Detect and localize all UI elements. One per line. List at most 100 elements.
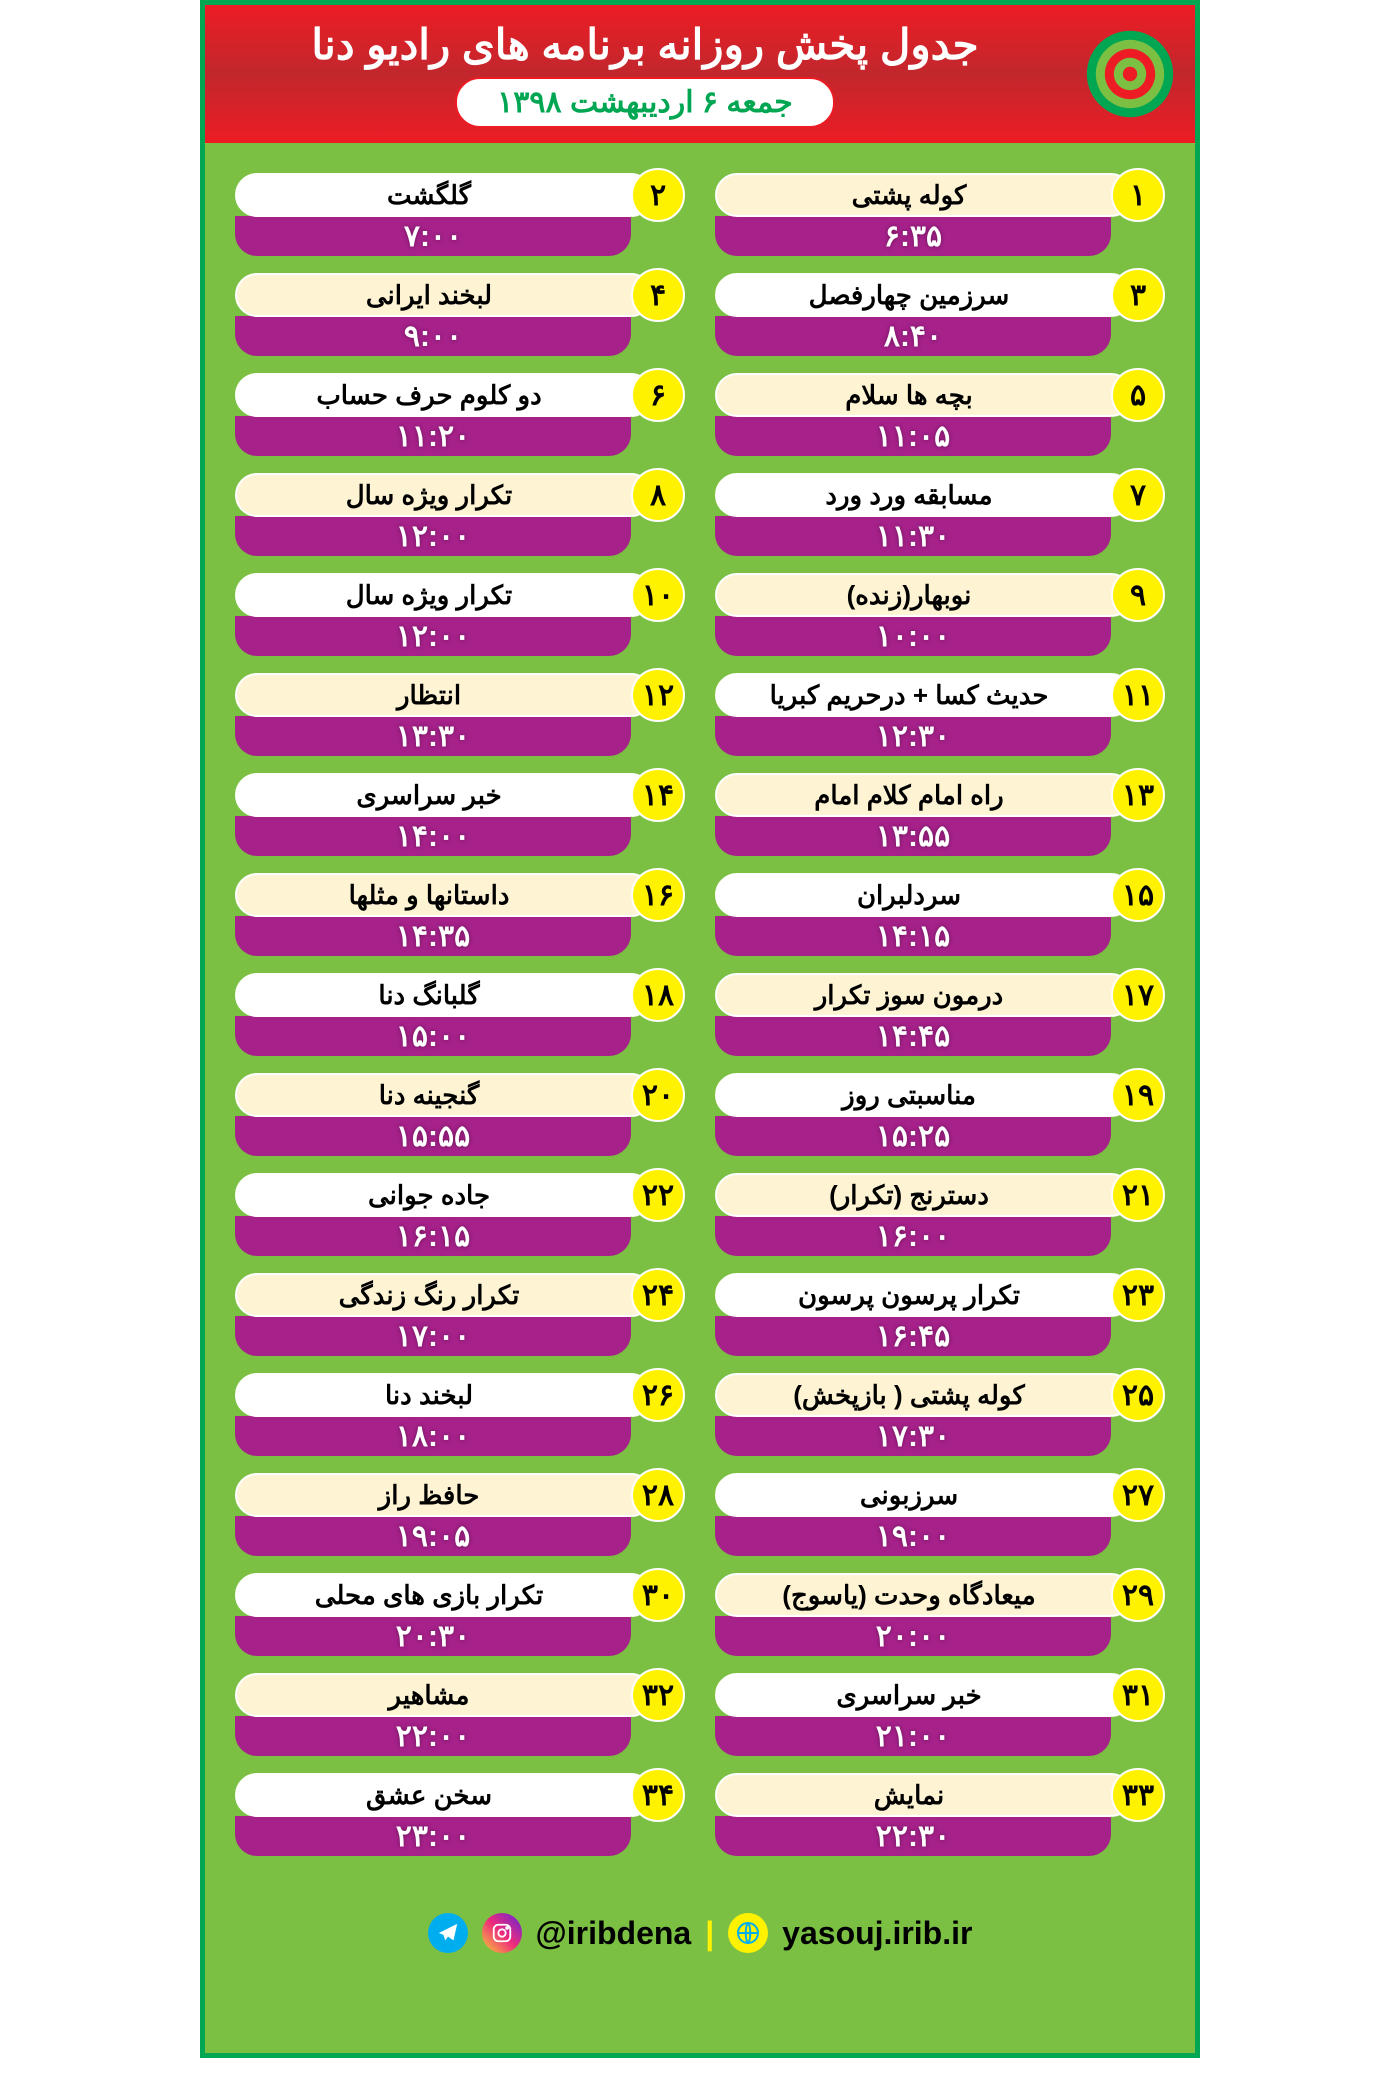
- program-title: کوله پشتی ( بازپخش): [715, 1373, 1133, 1417]
- schedule-item: ۱۶داستانها و مثلها۱۴:۳۵: [235, 868, 685, 956]
- item-number: ۱: [1111, 168, 1165, 222]
- header: جدول پخش روزانه برنامه های رادیو دنا جمع…: [205, 5, 1195, 143]
- schedule-item: ۳۲مشاهیر۲۲:۰۰: [235, 1668, 685, 1756]
- program-title: انتظار: [235, 673, 653, 717]
- program-time: ۱۱:۳۰: [715, 516, 1111, 556]
- program-time: ۲۳:۰۰: [235, 1816, 631, 1856]
- program-time: ۱۹:۰۵: [235, 1516, 631, 1556]
- schedule-item: ۵بچه ها سلام۱۱:۰۵: [715, 368, 1165, 456]
- schedule-item: ۹نوبهار(زنده)۱۰:۰۰: [715, 568, 1165, 656]
- item-number: ۲: [631, 168, 685, 222]
- item-number: ۳۴: [631, 1768, 685, 1822]
- schedule-item: ۲۹میعادگاه وحدت (یاسوج)۲۰:۰۰: [715, 1568, 1165, 1656]
- item-number: ۲۵: [1111, 1368, 1165, 1422]
- program-title: کوله پشتی: [715, 173, 1133, 217]
- program-time: ۱۴:۳۵: [235, 916, 631, 956]
- item-number: ۹: [1111, 568, 1165, 622]
- item-number: ۲۶: [631, 1368, 685, 1422]
- program-title: گلگشت: [235, 173, 653, 217]
- program-time: ۱۳:۵۵: [715, 816, 1111, 856]
- item-number: ۱۳: [1111, 768, 1165, 822]
- schedule-item: ۳سرزمین چهارفصل۸:۴۰: [715, 268, 1165, 356]
- item-number: ۱۶: [631, 868, 685, 922]
- logo: [1085, 29, 1175, 119]
- schedule-item: ۴لبخند ایرانی۹:۰۰: [235, 268, 685, 356]
- program-time: ۱۷:۰۰: [235, 1316, 631, 1356]
- program-title: سخن عشق: [235, 1773, 653, 1817]
- schedule-item: ۱۲انتظار۱۳:۳۰: [235, 668, 685, 756]
- program-title: دو کلوم حرف حساب: [235, 373, 653, 417]
- program-time: ۱۵:۰۰: [235, 1016, 631, 1056]
- column-right: ۱کوله پشتی۶:۳۵۳سرزمین چهارفصل۸:۴۰۵بچه ها…: [715, 168, 1165, 1868]
- program-time: ۱۲:۰۰: [235, 516, 631, 556]
- item-number: ۳۱: [1111, 1668, 1165, 1722]
- item-number: ۳: [1111, 268, 1165, 322]
- schedule-item: ۲۴تکرار رنگ زندگی۱۷:۰۰: [235, 1268, 685, 1356]
- program-time: ۶:۳۵: [715, 216, 1111, 256]
- program-time: ۱۳:۳۰: [235, 716, 631, 756]
- schedule-item: ۱۷درمون سوز تکرار۱۴:۴۵: [715, 968, 1165, 1056]
- item-number: ۳۳: [1111, 1768, 1165, 1822]
- schedule-item: ۷مسابقه ورد ورد۱۱:۳۰: [715, 468, 1165, 556]
- schedule-grid: ۱کوله پشتی۶:۳۵۳سرزمین چهارفصل۸:۴۰۵بچه ها…: [205, 143, 1195, 1893]
- program-time: ۱۶:۴۵: [715, 1316, 1111, 1356]
- item-number: ۲۰: [631, 1068, 685, 1122]
- program-time: ۲۲:۳۰: [715, 1816, 1111, 1856]
- item-number: ۲۸: [631, 1468, 685, 1522]
- schedule-item: ۱۳راه امام کلام امام۱۳:۵۵: [715, 768, 1165, 856]
- program-time: ۸:۴۰: [715, 316, 1111, 356]
- item-number: ۱۱: [1111, 668, 1165, 722]
- program-title: حافظ راز: [235, 1473, 653, 1517]
- social-handle: @iribdena: [536, 1915, 692, 1952]
- schedule-item: ۳۴سخن عشق۲۳:۰۰: [235, 1768, 685, 1856]
- program-title: تکرار پرسون پرسون: [715, 1273, 1133, 1317]
- schedule-item: ۲۶لبخند دنا۱۸:۰۰: [235, 1368, 685, 1456]
- telegram-icon: [428, 1913, 468, 1953]
- instagram-icon: [482, 1913, 522, 1953]
- item-number: ۱۴: [631, 768, 685, 822]
- program-time: ۲۰:۰۰: [715, 1616, 1111, 1656]
- program-title: جاده جوانی: [235, 1173, 653, 1217]
- program-title: لبخند ایرانی: [235, 273, 653, 317]
- program-time: ۲۱:۰۰: [715, 1716, 1111, 1756]
- program-time: ۱۵:۵۵: [235, 1116, 631, 1156]
- main-title: جدول پخش روزانه برنامه های رادیو دنا: [225, 20, 1065, 69]
- program-time: ۱۶:۱۵: [235, 1216, 631, 1256]
- program-title: گلبانگ دنا: [235, 973, 653, 1017]
- schedule-item: ۲۳تکرار پرسون پرسون۱۶:۴۵: [715, 1268, 1165, 1356]
- item-number: ۲۲: [631, 1168, 685, 1222]
- schedule-item: ۲۵کوله پشتی ( بازپخش)۱۷:۳۰: [715, 1368, 1165, 1456]
- schedule-item: ۳۳نمایش۲۲:۳۰: [715, 1768, 1165, 1856]
- program-title: سرزمین چهارفصل: [715, 273, 1133, 317]
- separator: |: [705, 1915, 714, 1952]
- program-title: درمون سوز تکرار: [715, 973, 1133, 1017]
- program-time: ۱۴:۰۰: [235, 816, 631, 856]
- schedule-item: ۱۴خبر سراسری۱۴:۰۰: [235, 768, 685, 856]
- program-title: بچه ها سلام: [715, 373, 1133, 417]
- program-title: مناسبتی روز: [715, 1073, 1133, 1117]
- globe-icon: [728, 1913, 768, 1953]
- schedule-item: ۶دو کلوم حرف حساب۱۱:۲۰: [235, 368, 685, 456]
- program-title: سرزبونی: [715, 1473, 1133, 1517]
- schedule-container: جدول پخش روزانه برنامه های رادیو دنا جمع…: [200, 0, 1200, 2058]
- schedule-item: ۳۱خبر سراسری۲۱:۰۰: [715, 1668, 1165, 1756]
- program-time: ۱۰:۰۰: [715, 616, 1111, 656]
- program-time: ۱۹:۰۰: [715, 1516, 1111, 1556]
- item-number: ۳۰: [631, 1568, 685, 1622]
- item-number: ۲۴: [631, 1268, 685, 1322]
- program-title: گنجینه دنا: [235, 1073, 653, 1117]
- item-number: ۲۹: [1111, 1568, 1165, 1622]
- program-title: دسترنج (تکرار): [715, 1173, 1133, 1217]
- program-title: تکرار ویژه سال: [235, 473, 653, 517]
- program-time: ۱۸:۰۰: [235, 1416, 631, 1456]
- item-number: ۶: [631, 368, 685, 422]
- item-number: ۷: [1111, 468, 1165, 522]
- website-url: yasouj.irib.ir: [782, 1915, 972, 1952]
- item-number: ۱۲: [631, 668, 685, 722]
- program-title: نوبهار(زنده): [715, 573, 1133, 617]
- schedule-item: ۱کوله پشتی۶:۳۵: [715, 168, 1165, 256]
- item-number: ۱۸: [631, 968, 685, 1022]
- footer: @iribdena | yasouj.irib.ir: [205, 1893, 1195, 1973]
- program-title: سردلبران: [715, 873, 1133, 917]
- schedule-item: ۱۸گلبانگ دنا۱۵:۰۰: [235, 968, 685, 1056]
